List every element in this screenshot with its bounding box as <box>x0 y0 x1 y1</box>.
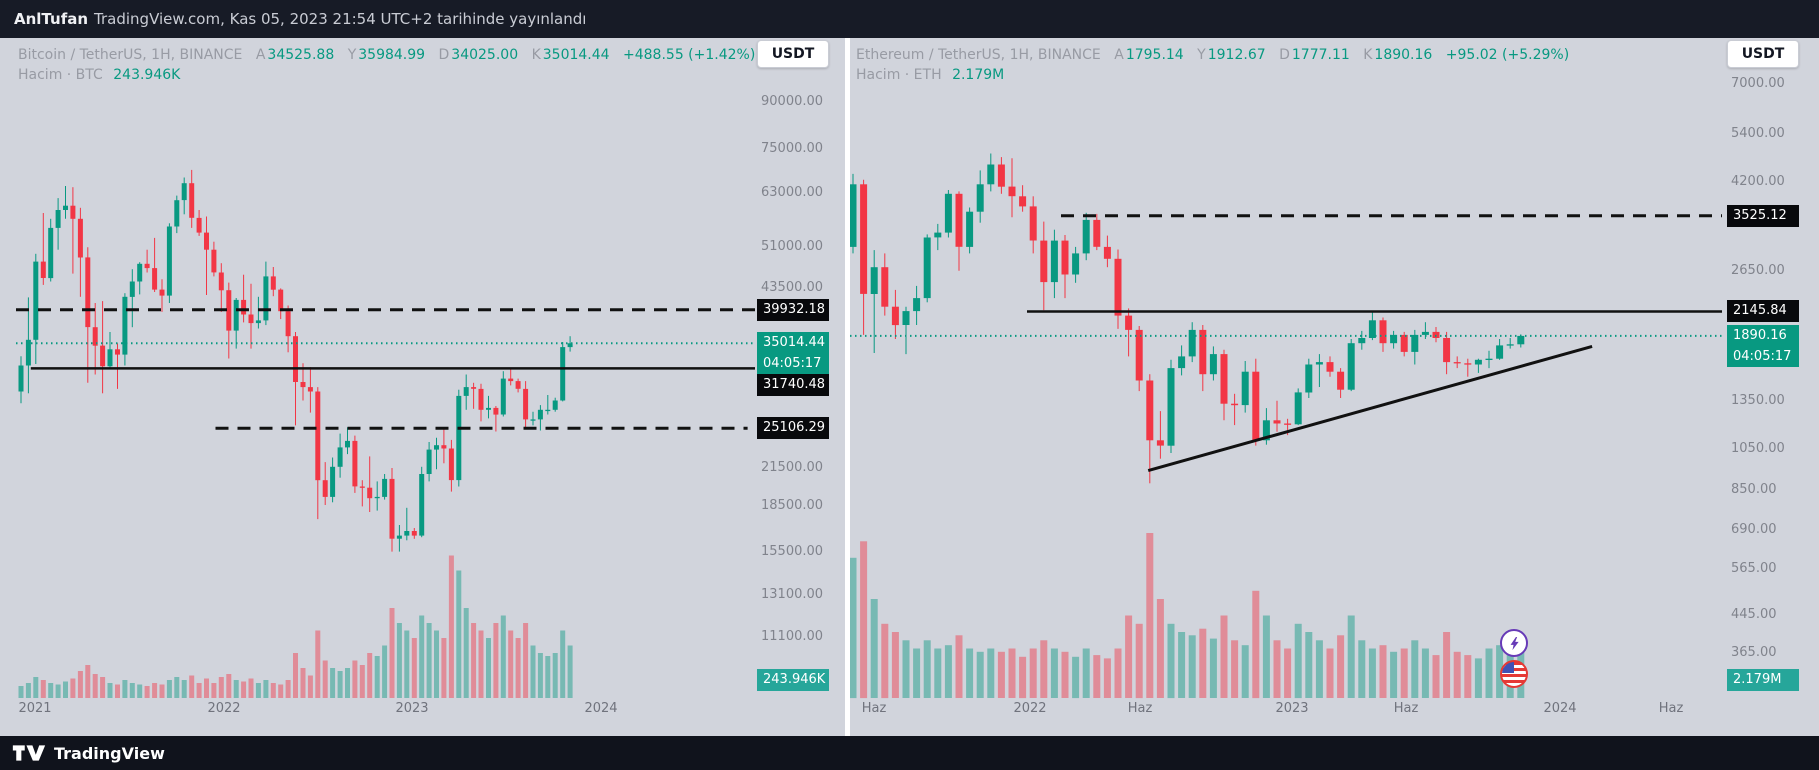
author-name[interactable]: AnlTufan <box>14 10 89 28</box>
tradingview-brand-text[interactable]: TradingView <box>54 743 165 763</box>
usa-flag-badge-icon[interactable] <box>1500 660 1528 688</box>
btc-high-label: Y <box>347 47 357 63</box>
tradingview-logo[interactable] <box>12 744 46 762</box>
eth-ohlc-row: Ethereum / TetherUS, 1H, BINANCE A 1795.1… <box>856 45 1569 65</box>
eth-symbol-title: Ethereum / TetherUS, 1H, BINANCE <box>856 47 1101 63</box>
btc-chart-plot <box>16 169 755 698</box>
btc-open-label: A <box>255 47 266 63</box>
eth-high-label: Y <box>1197 47 1206 63</box>
tradingview-footer: TradingView <box>0 736 1819 770</box>
btc-low-value: 34025.00 <box>451 47 519 63</box>
eth-open-value: 1795.14 <box>1125 47 1184 63</box>
flag-canton <box>1502 662 1514 673</box>
btc-currency-button[interactable]: USDT <box>757 40 829 68</box>
eth-close-value: 1890.16 <box>1374 47 1433 63</box>
btc-close-label: K <box>531 47 541 63</box>
btc-close-value: 35014.44 <box>542 47 610 63</box>
btc-volume-row: Hacim · BTC 243.946K <box>18 65 755 85</box>
eth-volume-row: Hacim · ETH 2.179M <box>856 65 1569 85</box>
eth-chart-plot <box>849 153 1722 699</box>
btc-ohlc-row: Bitcoin / TetherUS, 1H, BINANCE A 34525.8… <box>18 45 755 65</box>
btc-high-value: 35984.99 <box>358 47 426 63</box>
bolt-glyph <box>1510 636 1519 650</box>
eth-low-value: 1777.11 <box>1291 47 1350 63</box>
eth-open-label: A <box>1114 47 1124 63</box>
eth-volume-value: 2.179M <box>952 67 1005 83</box>
eth-currency-button[interactable]: USDT <box>1727 40 1799 68</box>
btc-low-label: D <box>438 47 450 63</box>
btc-volume-label: Hacim · BTC <box>18 67 103 83</box>
btc-open-value: 34525.88 <box>267 47 335 63</box>
btc-volume-value: 243.946K <box>113 67 181 83</box>
lightning-badge-icon[interactable] <box>1500 629 1528 657</box>
eth-chart-header: Ethereum / TetherUS, 1H, BINANCE A 1795.1… <box>856 45 1569 85</box>
eth-high-value: 1912.67 <box>1207 47 1266 63</box>
eth-low-label: D <box>1279 47 1290 63</box>
btc-change-value: +488.55 (+1.42%) <box>623 47 756 63</box>
eth-change-value: +95.02 (+5.29%) <box>1445 47 1570 63</box>
btc-symbol-title: Bitcoin / TetherUS, 1H, BINANCE <box>18 47 243 63</box>
eth-volume-label: Hacim · ETH <box>856 67 942 83</box>
btc-chart-header: Bitcoin / TetherUS, 1H, BINANCE A 34525.8… <box>18 45 755 85</box>
panel-divider <box>845 38 850 736</box>
publication-topbar: AnlTufan TradingView.com, Kas 05, 2023 2… <box>0 0 1819 38</box>
eth-close-label: K <box>1363 47 1373 63</box>
publication-info: TradingView.com, Kas 05, 2023 21:54 UTC+… <box>94 10 587 28</box>
